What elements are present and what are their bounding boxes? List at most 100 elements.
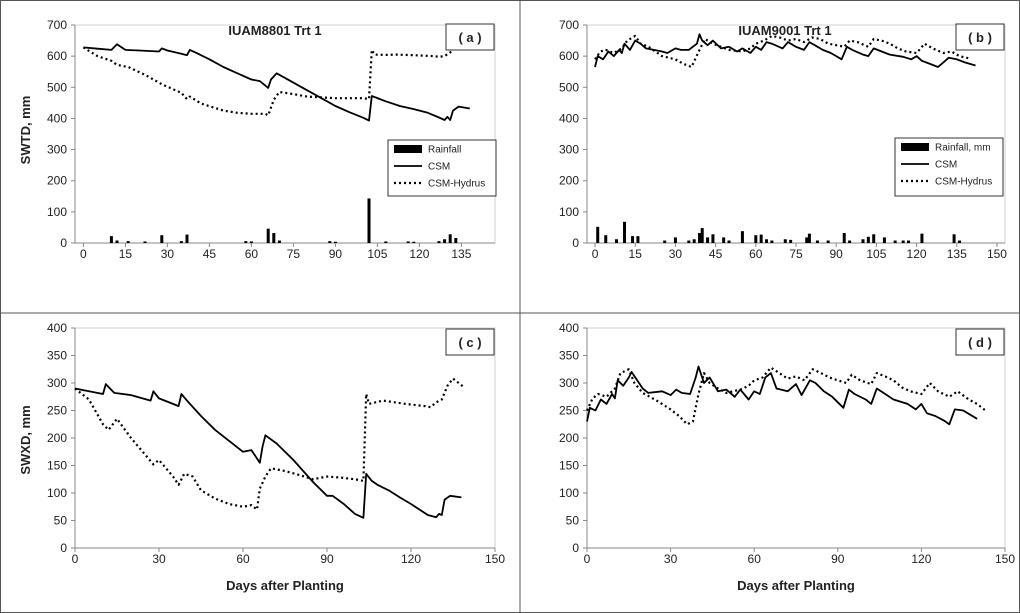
csm-line-c — [74, 383, 462, 519]
rainfall-bar — [454, 238, 458, 243]
x-tick-label: 30 — [664, 552, 678, 566]
x-tick-label: 120 — [409, 247, 429, 261]
rainfall-bar — [384, 241, 388, 243]
rainfall-bar — [143, 241, 147, 243]
y-tick-label: 350 — [559, 349, 579, 363]
rainfall-bar — [700, 228, 704, 243]
y-tick-label: 0 — [572, 236, 579, 250]
rainfall-bar — [596, 226, 600, 243]
rainfall-bar — [109, 236, 113, 243]
rainfall-bar — [406, 241, 410, 243]
y-tick-label: 100 — [47, 486, 67, 500]
rainfall-bar — [687, 240, 691, 243]
rainfall-bar — [277, 240, 281, 243]
rainfall-bar — [907, 240, 911, 243]
x-tick-label: 30 — [161, 247, 175, 261]
rainfall-bar — [740, 231, 744, 243]
y-tick-label: 200 — [47, 174, 67, 188]
x-tick-label: 120 — [911, 552, 931, 566]
x-tick-label: 90 — [320, 552, 334, 566]
panel-label: ( b ) — [968, 30, 992, 45]
y-tick-label: 300 — [559, 376, 579, 390]
y-tick-label: 500 — [47, 80, 67, 94]
panel-label-box — [445, 328, 495, 356]
rainfall-bar — [412, 241, 416, 243]
y-tick-label: 0 — [60, 236, 67, 250]
panel-label-box — [955, 23, 1005, 51]
y-tick-label: 600 — [47, 49, 67, 63]
y-axis-label: SWTD, mm — [18, 96, 33, 165]
y-tick-label: 100 — [47, 205, 67, 219]
x-tick-label: 0 — [72, 552, 79, 566]
rainfall-bar — [842, 233, 846, 243]
x-tick-label: 150 — [995, 552, 1015, 566]
x-tick-label: 0 — [80, 247, 87, 261]
rainfall-bar — [272, 233, 276, 243]
rainfall-bar — [673, 237, 677, 243]
y-tick-label: 350 — [47, 349, 67, 363]
rainfall-bar — [663, 240, 667, 243]
y-tick-label: 150 — [47, 459, 67, 473]
y-tick-label: 250 — [47, 404, 67, 418]
y-tick-label: 300 — [47, 143, 67, 157]
x-tick-label: 120 — [401, 552, 421, 566]
x-tick-label: 45 — [709, 247, 723, 261]
rainfall-bar — [367, 198, 371, 243]
rainfall-bar — [244, 241, 248, 243]
y-tick-label: 100 — [559, 205, 579, 219]
legend-swatch-rainfall — [901, 143, 929, 151]
csm-hydrus-line-b — [594, 34, 971, 69]
panel-label: ( c ) — [458, 335, 481, 350]
y-tick-label: 150 — [559, 459, 579, 473]
rainfall-bar — [754, 235, 758, 243]
rainfall-bar — [115, 240, 119, 243]
y-tick-label: 400 — [559, 111, 579, 125]
rainfall-bar — [333, 241, 337, 243]
x-tick-label: 30 — [152, 552, 166, 566]
legend-entry-label: Rainfall, mm — [935, 143, 991, 154]
x-tick-label: 0 — [592, 247, 599, 261]
x-axis-label: Days after Planting — [737, 578, 855, 593]
x-tick-label: 135 — [451, 247, 471, 261]
rainfall-bar — [631, 236, 635, 243]
rainfall-bar — [807, 233, 811, 243]
y-tick-label: 0 — [60, 541, 67, 555]
rainfall-bar — [872, 234, 876, 243]
rainfall-bar — [604, 235, 608, 243]
csm-hydrus-line-c — [74, 377, 465, 511]
panel-title: IUAM9001 Trt 1 — [738, 23, 831, 38]
x-tick-label: 45 — [203, 247, 217, 261]
rainfall-bar — [805, 237, 809, 243]
rainfall-bar — [759, 234, 763, 243]
rainfall-bar — [623, 221, 627, 243]
x-tick-label: 60 — [245, 247, 259, 261]
x-tick-label: 90 — [830, 247, 844, 261]
rainfall-bar — [437, 241, 441, 243]
rainfall-bar — [698, 233, 702, 243]
y-tick-label: 0 — [572, 541, 579, 555]
panel-a: 0 100 200 300 400 500 600 700 0 15 30 45 60 75 90 105 12… — [18, 18, 497, 261]
legend-entry-label: CSM-Hydrus — [935, 177, 992, 188]
rainfall-bar — [901, 240, 905, 243]
rainfall-bar — [727, 240, 731, 243]
rainfall-bar — [185, 234, 189, 243]
rainfall-bar — [826, 240, 830, 243]
y-tick-label: 500 — [559, 80, 579, 94]
x-tick-label: 60 — [748, 552, 762, 566]
rainfall-bar — [866, 236, 870, 243]
x-tick-label: 0 — [584, 552, 591, 566]
x-tick-label: 15 — [629, 247, 643, 261]
rainfall-bar — [765, 239, 769, 243]
rainfall-bar — [614, 239, 618, 243]
rainfall-bar — [160, 235, 164, 243]
y-tick-label: 250 — [559, 404, 579, 418]
x-tick-label: 75 — [789, 247, 803, 261]
y-tick-label: 300 — [47, 376, 67, 390]
rainfall-bar — [861, 239, 865, 243]
panel-title: IUAM8801 Trt 1 — [228, 23, 321, 38]
rainfall-bar — [706, 237, 710, 243]
y-tick-label: 700 — [559, 18, 579, 32]
rainfall-bar — [920, 233, 924, 243]
